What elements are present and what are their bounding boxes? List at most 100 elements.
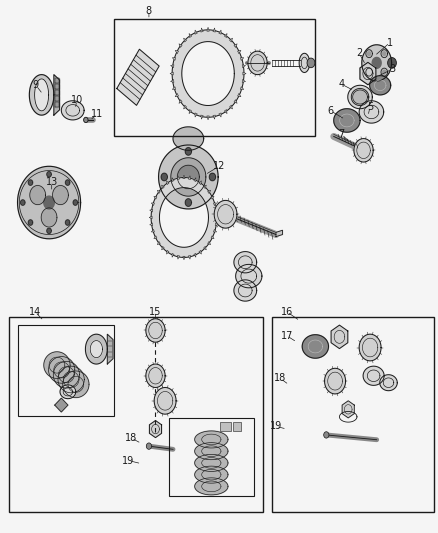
Polygon shape xyxy=(204,246,206,250)
Polygon shape xyxy=(302,335,328,358)
Polygon shape xyxy=(194,253,196,257)
Circle shape xyxy=(307,58,315,68)
Polygon shape xyxy=(117,49,159,106)
Polygon shape xyxy=(60,385,76,399)
Polygon shape xyxy=(185,199,191,206)
Polygon shape xyxy=(149,216,152,219)
Polygon shape xyxy=(150,209,153,212)
Polygon shape xyxy=(213,28,215,32)
Polygon shape xyxy=(166,181,169,184)
Polygon shape xyxy=(213,229,217,232)
Polygon shape xyxy=(359,334,381,361)
Polygon shape xyxy=(299,53,310,72)
Text: 3: 3 xyxy=(389,64,395,74)
Polygon shape xyxy=(363,366,384,385)
Polygon shape xyxy=(331,325,348,349)
Polygon shape xyxy=(177,165,199,189)
Polygon shape xyxy=(370,76,391,95)
Polygon shape xyxy=(199,251,201,254)
Polygon shape xyxy=(342,401,354,418)
Polygon shape xyxy=(195,30,197,34)
Polygon shape xyxy=(55,398,68,412)
Polygon shape xyxy=(177,176,180,180)
Polygon shape xyxy=(211,236,214,239)
Polygon shape xyxy=(207,116,209,120)
Text: 7: 7 xyxy=(339,130,345,139)
Text: 17: 17 xyxy=(281,331,293,341)
Polygon shape xyxy=(367,70,371,74)
Polygon shape xyxy=(183,256,185,260)
Polygon shape xyxy=(213,203,217,206)
Polygon shape xyxy=(234,44,237,47)
Polygon shape xyxy=(35,79,49,111)
Polygon shape xyxy=(199,181,201,184)
Polygon shape xyxy=(214,200,237,228)
Polygon shape xyxy=(73,200,78,205)
Polygon shape xyxy=(170,72,173,75)
Polygon shape xyxy=(236,264,262,288)
Polygon shape xyxy=(380,375,397,391)
Polygon shape xyxy=(28,220,33,225)
Polygon shape xyxy=(195,455,228,471)
Polygon shape xyxy=(195,443,228,459)
Polygon shape xyxy=(179,44,182,47)
Polygon shape xyxy=(201,115,203,119)
Polygon shape xyxy=(162,185,164,189)
Text: 16: 16 xyxy=(281,307,293,317)
Polygon shape xyxy=(242,79,246,83)
Polygon shape xyxy=(172,87,176,90)
Polygon shape xyxy=(230,38,233,42)
Bar xyxy=(220,422,231,432)
Polygon shape xyxy=(151,177,217,257)
Polygon shape xyxy=(366,50,372,58)
Text: 13: 13 xyxy=(46,177,58,187)
Text: 4: 4 xyxy=(339,79,345,89)
Polygon shape xyxy=(162,246,164,250)
Polygon shape xyxy=(194,177,196,182)
Polygon shape xyxy=(146,319,165,342)
Polygon shape xyxy=(189,34,192,38)
Polygon shape xyxy=(219,30,221,34)
Polygon shape xyxy=(151,203,155,206)
Polygon shape xyxy=(184,38,187,42)
Bar xyxy=(114,19,315,136)
Polygon shape xyxy=(224,109,227,114)
Polygon shape xyxy=(55,96,59,101)
Polygon shape xyxy=(170,64,174,68)
Polygon shape xyxy=(366,68,372,76)
Polygon shape xyxy=(325,368,346,394)
Text: 8: 8 xyxy=(146,6,152,15)
Polygon shape xyxy=(195,478,228,495)
Text: 19: 19 xyxy=(122,456,134,465)
Polygon shape xyxy=(55,102,59,107)
Polygon shape xyxy=(28,180,33,185)
Polygon shape xyxy=(360,62,376,85)
Polygon shape xyxy=(172,58,176,60)
Polygon shape xyxy=(18,166,81,239)
Text: 9: 9 xyxy=(33,80,39,90)
Polygon shape xyxy=(161,173,167,181)
Polygon shape xyxy=(107,334,113,364)
Polygon shape xyxy=(237,93,241,96)
Polygon shape xyxy=(179,100,182,103)
Polygon shape xyxy=(53,185,68,205)
Polygon shape xyxy=(240,58,244,60)
Circle shape xyxy=(146,443,152,449)
Polygon shape xyxy=(213,115,215,119)
Polygon shape xyxy=(242,64,246,68)
Polygon shape xyxy=(154,236,157,239)
Polygon shape xyxy=(49,357,75,383)
Polygon shape xyxy=(172,177,174,182)
Circle shape xyxy=(84,117,88,123)
Polygon shape xyxy=(63,371,89,398)
Polygon shape xyxy=(146,364,165,387)
Bar xyxy=(233,422,241,432)
Polygon shape xyxy=(172,253,174,257)
Polygon shape xyxy=(216,216,219,219)
Polygon shape xyxy=(61,101,84,120)
Text: 11: 11 xyxy=(91,109,103,119)
Polygon shape xyxy=(276,230,283,237)
Text: 10: 10 xyxy=(71,95,83,105)
Polygon shape xyxy=(183,175,185,179)
Polygon shape xyxy=(175,51,179,54)
